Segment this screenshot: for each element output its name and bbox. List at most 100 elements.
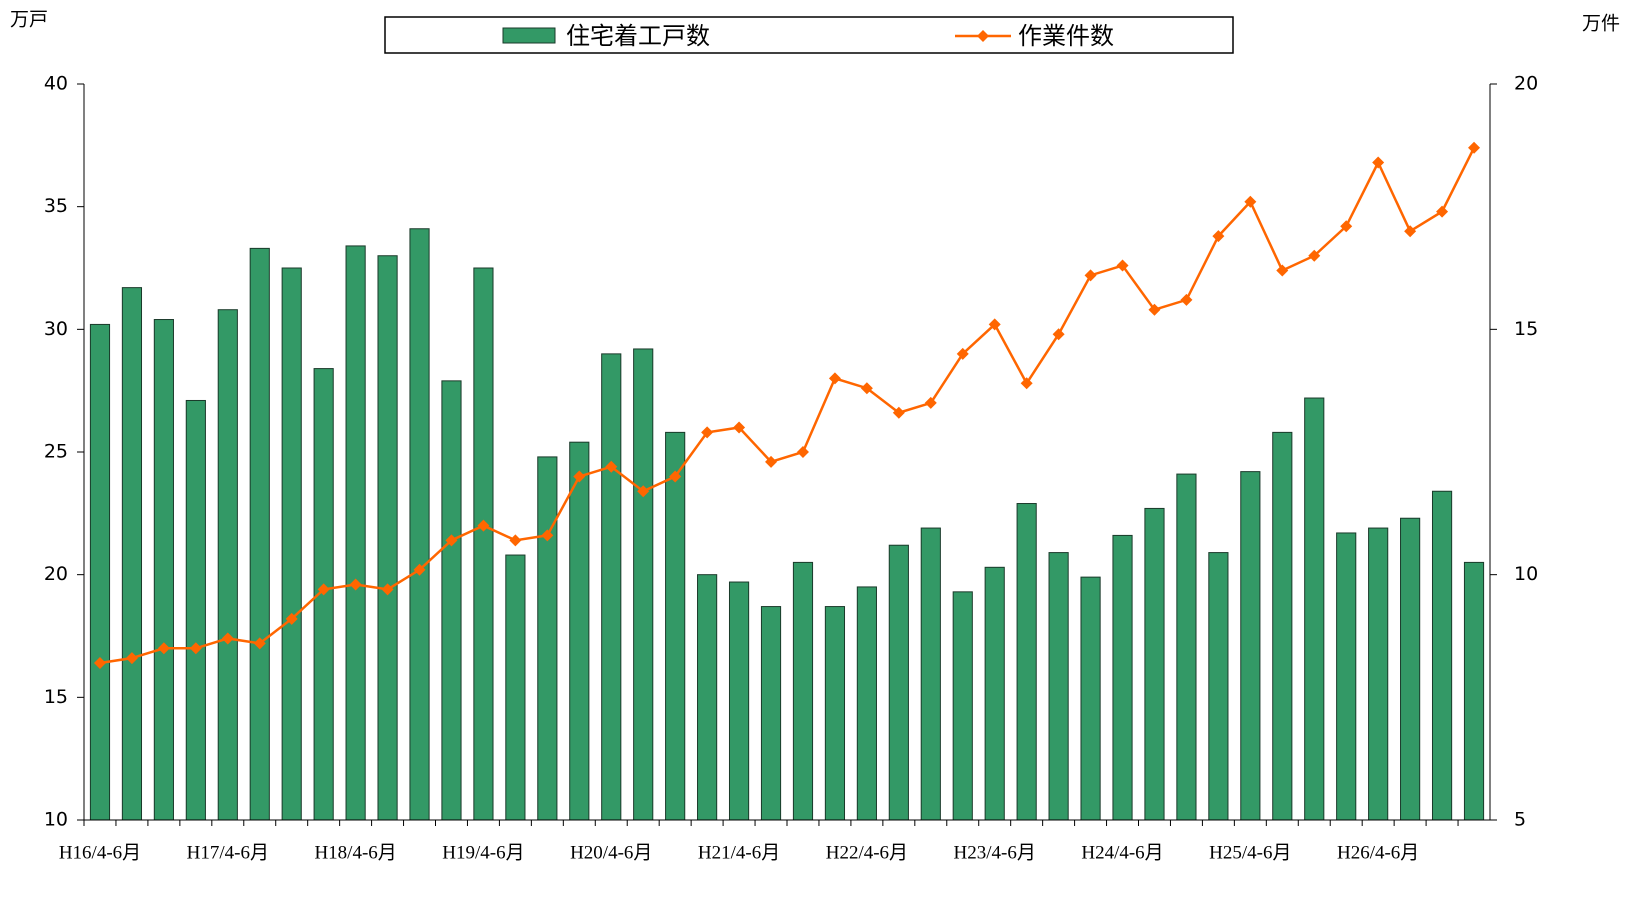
legend-marker xyxy=(977,30,989,42)
line-marker xyxy=(189,642,202,655)
line-marker xyxy=(509,534,522,547)
y2-tick-label: 20 xyxy=(1514,73,1538,95)
x-tick-label: H17/4-6月 xyxy=(187,842,269,863)
bar xyxy=(249,247,270,821)
line-marker xyxy=(828,372,841,385)
line-marker xyxy=(93,656,106,669)
line-marker xyxy=(1020,377,1033,390)
line-marker xyxy=(988,318,1001,331)
bar xyxy=(441,380,462,821)
bar xyxy=(984,566,1005,821)
line-marker xyxy=(733,421,746,434)
line-marker xyxy=(637,485,650,498)
line-marker xyxy=(125,652,138,665)
y-tick-label: 30 xyxy=(44,318,68,340)
bar xyxy=(1080,576,1101,821)
bar xyxy=(952,591,973,821)
bar xyxy=(505,554,526,821)
bar xyxy=(665,431,686,821)
bar xyxy=(1112,534,1133,821)
bar xyxy=(153,319,174,821)
line-marker xyxy=(892,406,905,419)
line-marker xyxy=(445,534,458,547)
bar xyxy=(697,574,718,821)
x-tick-label: H26/4-6月 xyxy=(1337,842,1419,863)
line-marker xyxy=(477,519,490,532)
bar xyxy=(1463,561,1485,821)
bar xyxy=(601,353,622,821)
legend-label: 住宅着工戸数 xyxy=(566,22,710,50)
bar xyxy=(185,399,206,821)
line-marker xyxy=(701,426,714,439)
bar xyxy=(1176,473,1197,821)
line-marker xyxy=(765,455,778,468)
line-marker xyxy=(1340,220,1353,233)
bar xyxy=(824,606,846,821)
bar xyxy=(121,287,143,821)
y-tick-label: 25 xyxy=(44,441,68,463)
line-marker xyxy=(1468,141,1481,154)
line-marker xyxy=(573,470,586,483)
x-tick-label: H16/4-6月 xyxy=(59,842,141,863)
line-marker xyxy=(157,642,170,655)
bar xyxy=(377,255,398,821)
line-marker xyxy=(1212,230,1225,243)
bar xyxy=(760,606,782,821)
y-tick-label: 15 xyxy=(44,686,68,708)
line-marker xyxy=(924,396,937,409)
line-marker xyxy=(349,578,362,591)
line-marker xyxy=(253,637,266,650)
line-marker xyxy=(1404,225,1417,238)
bar xyxy=(1144,507,1165,821)
bar xyxy=(1240,471,1261,821)
line-marker xyxy=(1148,303,1161,316)
y2-tick-label: 5 xyxy=(1514,809,1526,831)
bar xyxy=(1304,397,1325,821)
y-tick-label: 20 xyxy=(44,563,68,585)
line xyxy=(99,147,1476,665)
bar xyxy=(89,323,111,821)
line-marker xyxy=(317,583,330,596)
legend-label: 作業件数 xyxy=(1018,22,1114,50)
x-tick-label: H22/4-6月 xyxy=(826,842,908,863)
line-marker xyxy=(221,632,234,645)
bar xyxy=(633,348,654,821)
y-tick-label: 40 xyxy=(44,73,68,95)
bar xyxy=(1048,552,1069,821)
x-tick-label: H21/4-6月 xyxy=(698,842,780,863)
bar xyxy=(345,245,366,821)
line-marker xyxy=(1180,293,1193,306)
line-marker xyxy=(956,347,969,360)
bar xyxy=(1368,527,1389,821)
bar xyxy=(728,581,750,821)
line-marker xyxy=(669,470,682,483)
line-marker xyxy=(605,460,618,473)
y-tick-label: 35 xyxy=(44,195,68,217)
y-axis-label: 万戸 xyxy=(10,9,48,31)
line-marker xyxy=(1308,249,1321,262)
line-marker xyxy=(381,583,394,596)
line-marker xyxy=(541,529,554,542)
line-marker xyxy=(1084,269,1097,282)
y-tick-label: 10 xyxy=(44,809,68,831)
bar xyxy=(473,267,494,821)
bar xyxy=(281,267,302,821)
line-marker xyxy=(796,446,809,458)
line-marker xyxy=(413,563,426,576)
x-tick-label: H18/4-6月 xyxy=(314,842,396,863)
bar xyxy=(1336,532,1357,821)
bar xyxy=(1431,490,1453,821)
x-tick-label: H24/4-6月 xyxy=(1081,842,1163,863)
x-tick-label: H25/4-6月 xyxy=(1209,842,1291,863)
bar xyxy=(856,586,877,821)
line-marker xyxy=(1436,205,1449,218)
line-marker xyxy=(1116,259,1129,272)
line-marker xyxy=(285,612,298,625)
bar xyxy=(537,456,558,821)
bar xyxy=(217,309,238,821)
x-tick-label: H19/4-6月 xyxy=(442,842,524,863)
bar xyxy=(792,561,814,821)
bar xyxy=(409,228,430,821)
bar xyxy=(1016,503,1037,821)
